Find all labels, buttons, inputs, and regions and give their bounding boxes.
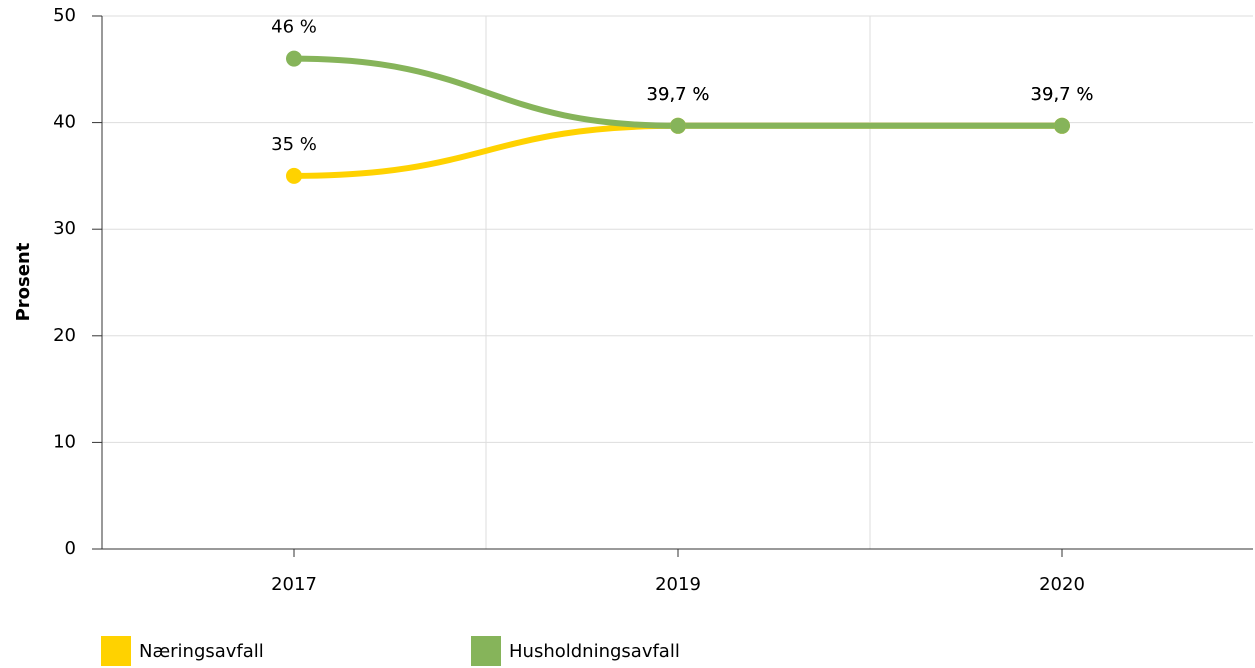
data-label: 39,7 %	[1031, 84, 1094, 105]
data-label: 39,7 %	[647, 84, 710, 105]
legend-label: Husholdningsavfall	[509, 641, 680, 662]
y-tick-label: 50	[53, 5, 76, 26]
data-point	[286, 50, 302, 67]
y-tick-label: 0	[65, 538, 76, 559]
y-tick-label: 20	[53, 325, 76, 346]
legend-swatch	[471, 636, 501, 666]
y-axis-label: Prosent	[13, 242, 34, 321]
x-tick-label: 2019	[655, 574, 701, 595]
data-label: 39,7 %	[1031, 84, 1094, 105]
data-point	[670, 117, 686, 134]
legend-swatch	[101, 636, 131, 666]
y-tick-label: 40	[53, 112, 76, 133]
data-point	[286, 167, 302, 184]
data-label: 35 %	[271, 134, 317, 155]
data-point	[1054, 117, 1070, 134]
x-tick-label: 2017	[271, 574, 317, 595]
x-tick-label: 2020	[1039, 574, 1085, 595]
legend-label: Næringsavfall	[139, 641, 264, 662]
data-label: 46 %	[271, 17, 317, 38]
y-tick-label: 30	[53, 218, 76, 239]
y-tick-label: 10	[53, 431, 76, 452]
data-label: 39,7 %	[647, 84, 710, 105]
